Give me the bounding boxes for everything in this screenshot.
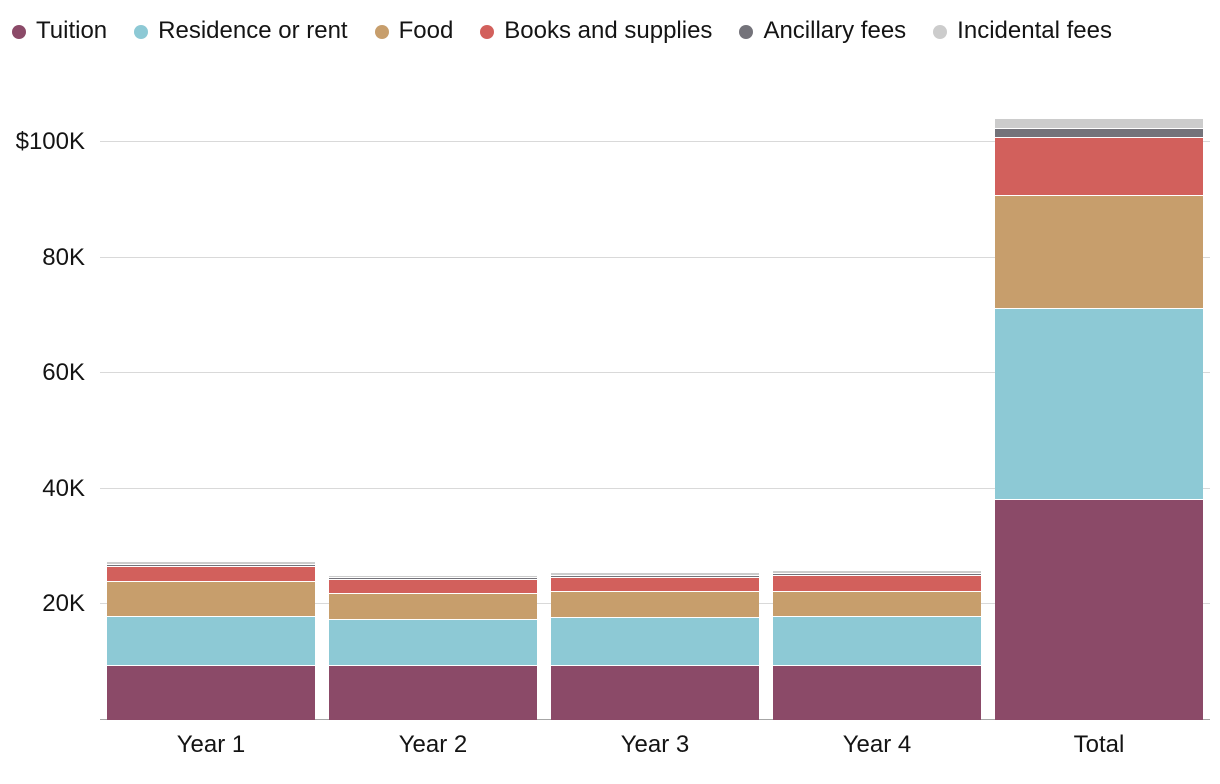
legend-swatch-incidental-fees-icon xyxy=(933,25,948,39)
segment-total-food xyxy=(995,195,1203,308)
plot-area: 20K 40K 60K 80K $100K xyxy=(16,113,1210,720)
bar-year-4 xyxy=(766,113,988,720)
x-tick-label-year-1: Year 1 xyxy=(176,731,246,758)
legend-item-residence-or-rent: Residence or rent xyxy=(134,17,348,44)
bar-stack-year-3 xyxy=(551,113,759,720)
bar-year-1 xyxy=(100,113,322,720)
bar-stack-year-1 xyxy=(107,113,315,720)
legend-item-food: Food xyxy=(374,17,454,44)
y-tick-label-20k: 20K xyxy=(42,590,85,618)
x-tick-label-total: Total xyxy=(1073,731,1125,758)
segment-total-residence-or-rent xyxy=(995,307,1203,500)
segment-year-1-food xyxy=(107,581,315,616)
legend-swatch-ancillary-fees-icon xyxy=(739,25,754,39)
legend-swatch-books-and-supplies-icon xyxy=(480,25,495,39)
segment-year-2-food xyxy=(329,592,537,619)
segment-year-2-residence-or-rent xyxy=(329,618,537,666)
bar-year-3 xyxy=(544,113,766,720)
segment-year-4-ancillary-fees xyxy=(773,572,981,575)
legend-label-tuition: Tuition xyxy=(36,17,108,44)
y-tick-label-60k: 60K xyxy=(42,359,85,387)
segment-year-2-ancillary-fees xyxy=(329,576,537,579)
bar-stack-year-2 xyxy=(329,113,537,720)
gridline-60k xyxy=(100,372,1210,374)
legend-label-ancillary-fees: Ancillary fees xyxy=(763,17,907,44)
gridline-40k xyxy=(100,487,1210,489)
x-tick-label-year-4: Year 4 xyxy=(842,731,912,758)
segment-total-ancillary-fees xyxy=(995,128,1203,137)
segment-year-1-incidental-fees xyxy=(107,561,315,564)
legend-label-books-and-supplies: Books and supplies xyxy=(504,17,713,44)
chart-legend: Tuition Residence or rent Food Books and su… xyxy=(12,8,1208,54)
segment-year-3-incidental-fees xyxy=(551,572,759,575)
bars xyxy=(100,113,1210,720)
legend-swatch-food-icon xyxy=(374,25,389,39)
x-tick-label-year-2: Year 2 xyxy=(398,731,468,758)
segment-year-1-books-and-supplies xyxy=(107,566,315,582)
y-tick-label-40k: 40K xyxy=(42,474,85,502)
y-tick-label-100k: $100K xyxy=(15,127,85,155)
segment-year-2-books-and-supplies xyxy=(329,579,537,593)
legend-item-tuition: Tuition xyxy=(12,17,107,44)
x-axis-labels: Year 1 Year 2 Year 3 Year 4 Total xyxy=(100,731,1210,759)
segment-year-3-residence-or-rent xyxy=(551,617,759,665)
segment-year-2-tuition xyxy=(329,665,537,720)
segment-year-4-tuition xyxy=(773,664,981,720)
legend-label-residence-or-rent: Residence or rent xyxy=(158,17,348,44)
segment-year-1-ancillary-fees xyxy=(107,563,315,567)
segment-year-1-tuition xyxy=(107,665,315,720)
segment-year-3-ancillary-fees xyxy=(551,574,759,577)
x-tick-label-year-3: Year 3 xyxy=(620,731,690,758)
segment-year-4-incidental-fees xyxy=(773,569,981,573)
segment-year-3-books-and-supplies xyxy=(551,576,759,591)
legend-swatch-residence-or-rent-icon xyxy=(134,25,149,39)
legend-label-food: Food xyxy=(398,17,454,44)
segment-year-2-incidental-fees xyxy=(329,574,537,577)
segment-year-3-tuition xyxy=(551,664,759,720)
bar-year-2 xyxy=(322,113,544,720)
bar-stack-year-4 xyxy=(773,113,981,720)
y-tick-label-80k: 80K xyxy=(42,243,85,271)
segment-year-4-books-and-supplies xyxy=(773,574,981,591)
legend-item-ancillary-fees: Ancillary fees xyxy=(739,17,906,44)
gridline-100k xyxy=(100,140,1210,142)
bar-stack-total xyxy=(995,113,1203,720)
segment-total-tuition xyxy=(995,499,1203,720)
legend-label-incidental-fees: Incidental fees xyxy=(957,17,1112,44)
gridline-80k xyxy=(100,256,1210,258)
legend-swatch-tuition-icon xyxy=(12,25,26,39)
legend-item-incidental-fees: Incidental fees xyxy=(933,17,1112,44)
bar-total xyxy=(988,113,1210,720)
segment-year-1-residence-or-rent xyxy=(107,615,315,666)
legend-item-books-and-supplies: Books and supplies xyxy=(480,17,712,44)
segment-year-4-food xyxy=(773,590,981,616)
segment-total-books-and-supplies xyxy=(995,136,1203,196)
segment-year-4-residence-or-rent xyxy=(773,615,981,665)
segment-total-incidental-fees xyxy=(995,117,1203,129)
segment-year-3-food xyxy=(551,590,759,618)
